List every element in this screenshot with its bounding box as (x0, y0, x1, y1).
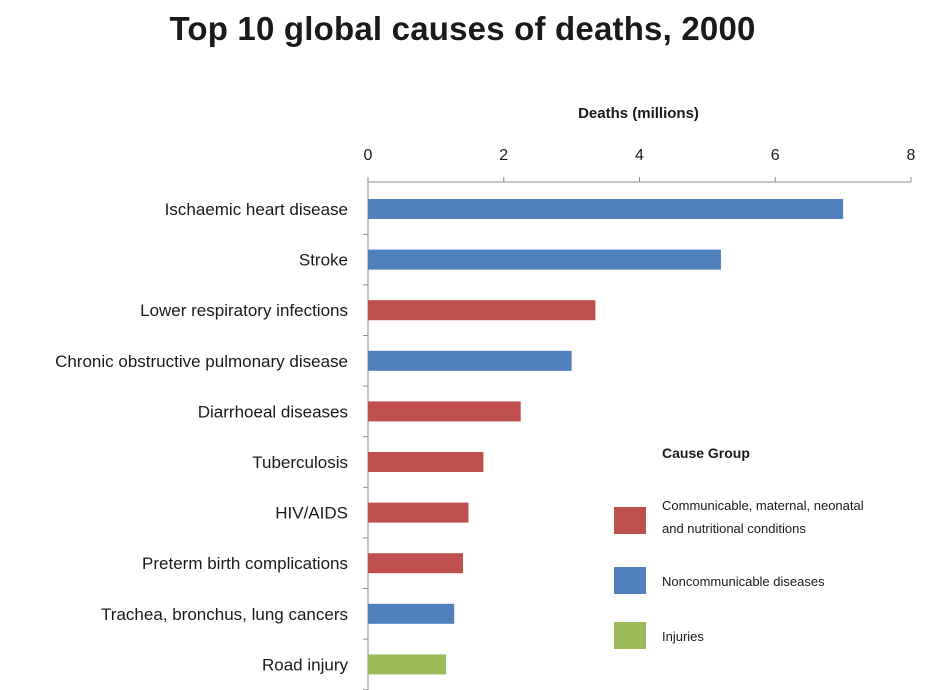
x-axis-title: Deaths (millions) (578, 105, 699, 122)
category-label: Road injury (262, 655, 348, 674)
x-tick-label: 2 (499, 147, 508, 164)
legend: Cause Group Communicable, maternal, neona… (614, 445, 864, 649)
bar (368, 654, 447, 675)
x-tick-label: 8 (907, 147, 916, 164)
bar (368, 249, 721, 270)
bar (368, 401, 521, 422)
category-label: Diarrhoeal diseases (198, 402, 348, 421)
x-tick-label: 4 (635, 147, 644, 164)
category-label: Tuberculosis (252, 453, 348, 472)
chart-axes: Deaths (millions) 0 2 4 6 8 Ischaemic heart di… (55, 105, 916, 690)
bar (368, 452, 484, 472)
category-label: Chronic obstructive pulmonary disease (55, 352, 348, 371)
legend-label: Injuries (662, 629, 704, 644)
legend-swatch (614, 622, 646, 649)
bar (368, 553, 464, 574)
legend-label: Noncommunicable diseases (662, 574, 825, 589)
x-tick-label: 6 (771, 147, 780, 164)
category-label: Stroke (299, 251, 348, 270)
legend-swatch (614, 507, 646, 534)
chart-title: Top 10 global causes of deaths, 2000 (169, 10, 756, 47)
category-label: Trachea, bronchus, lung cancers (101, 605, 348, 624)
legend-title: Cause Group (662, 445, 750, 461)
legend-label: Communicable, maternal, neonatal (662, 498, 864, 513)
category-label: Lower respiratory infections (140, 301, 348, 320)
legend-label: and nutritional conditions (662, 521, 806, 536)
bar (368, 199, 844, 219)
chart-bars (368, 199, 844, 675)
bar (368, 502, 469, 523)
bar (368, 603, 455, 624)
legend-swatch (614, 567, 646, 594)
bar (368, 300, 596, 321)
bar (368, 350, 572, 371)
category-label: HIV/AIDS (275, 504, 348, 523)
category-label: Ischaemic heart disease (165, 200, 348, 219)
category-label: Preterm birth complications (142, 554, 348, 573)
x-tick-label: 0 (364, 147, 373, 164)
